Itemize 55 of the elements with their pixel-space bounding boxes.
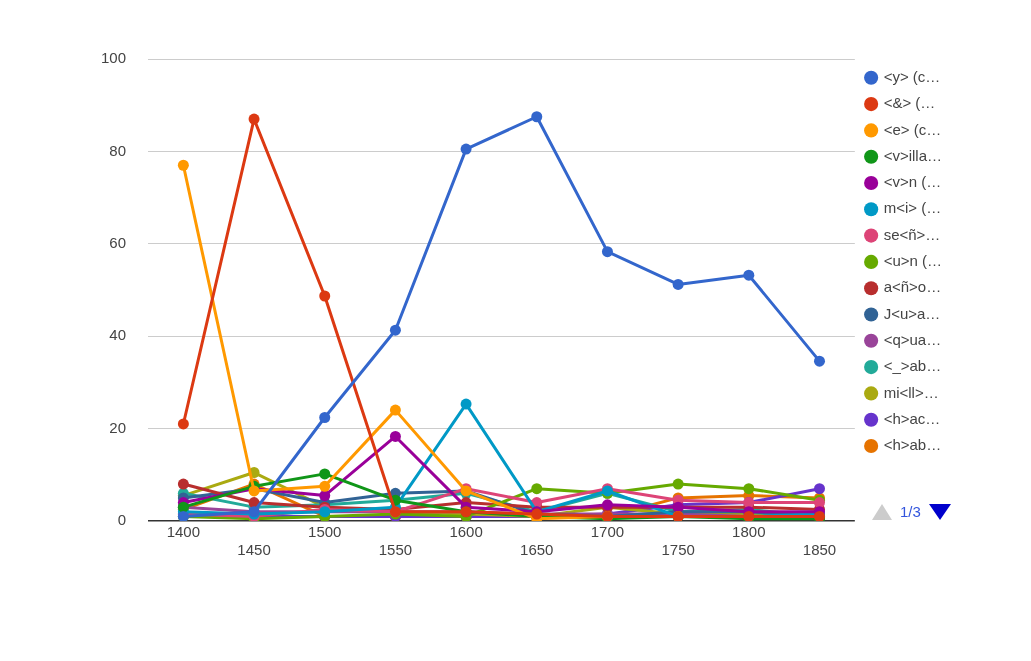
point: [743, 483, 755, 495]
point: [813, 355, 825, 367]
point: [672, 478, 684, 490]
x-tick-label: 1800: [732, 523, 766, 541]
x-tick-label: 1400: [166, 523, 201, 541]
y-tick-label: 100: [101, 49, 127, 67]
x-tick-label: 1700: [590, 523, 625, 541]
point: [319, 468, 331, 480]
point: [177, 478, 189, 490]
legend-label: se<ñ>…: [883, 225, 941, 243]
point: [531, 483, 543, 495]
x-tick-label: 1600: [449, 523, 483, 541]
x-tick-label: 1550: [378, 541, 413, 559]
point: [389, 324, 401, 336]
point: [460, 143, 472, 155]
x-tick-label: 1850: [802, 541, 837, 559]
legend-label: <h>ac…: [883, 409, 941, 427]
legend-label: <u>n (…: [883, 252, 943, 270]
x-tick-label: 1500: [308, 523, 342, 541]
point: [389, 430, 401, 442]
point: [460, 398, 472, 410]
point: [601, 246, 613, 258]
point: [319, 290, 331, 302]
x-tick-label: 1750: [661, 541, 695, 559]
point: [177, 159, 189, 171]
y-tick-label: 80: [109, 141, 127, 159]
y-tick-label: 40: [109, 326, 127, 344]
legend-label: m<i> (…: [883, 199, 942, 217]
point: [248, 113, 260, 125]
x-tick-label: 1650: [520, 541, 554, 559]
legend-label: <&> (…: [883, 94, 936, 112]
point: [672, 278, 684, 290]
point: [531, 111, 543, 123]
legend-label: <h>ab…: [883, 436, 942, 454]
legend-label: <e> (c…: [883, 120, 942, 138]
legend-label: J<u>a…: [883, 304, 941, 322]
text: 1/3: [900, 503, 921, 520]
point: [743, 269, 755, 281]
legend-label: mi<ll>…: [883, 383, 939, 401]
point: [319, 412, 331, 424]
point: [177, 418, 189, 430]
legend-label: <_>ab…: [883, 357, 942, 375]
point: [813, 483, 825, 495]
point: [389, 404, 401, 416]
point: [319, 490, 331, 502]
point: [319, 480, 331, 492]
y-tick-label: 0: [117, 511, 127, 529]
x-tick-label: 1450: [237, 541, 271, 559]
legend-label: <y> (c…: [883, 67, 941, 85]
y-tick-label: 20: [109, 418, 127, 436]
legend-label: <v>n (…: [883, 173, 942, 191]
legend-label: <v>illa…: [883, 146, 942, 164]
legend-label: <q>ua…: [883, 330, 942, 348]
y-tick-label: 60: [109, 233, 127, 251]
legend-label: a<ñ>o…: [883, 278, 942, 296]
